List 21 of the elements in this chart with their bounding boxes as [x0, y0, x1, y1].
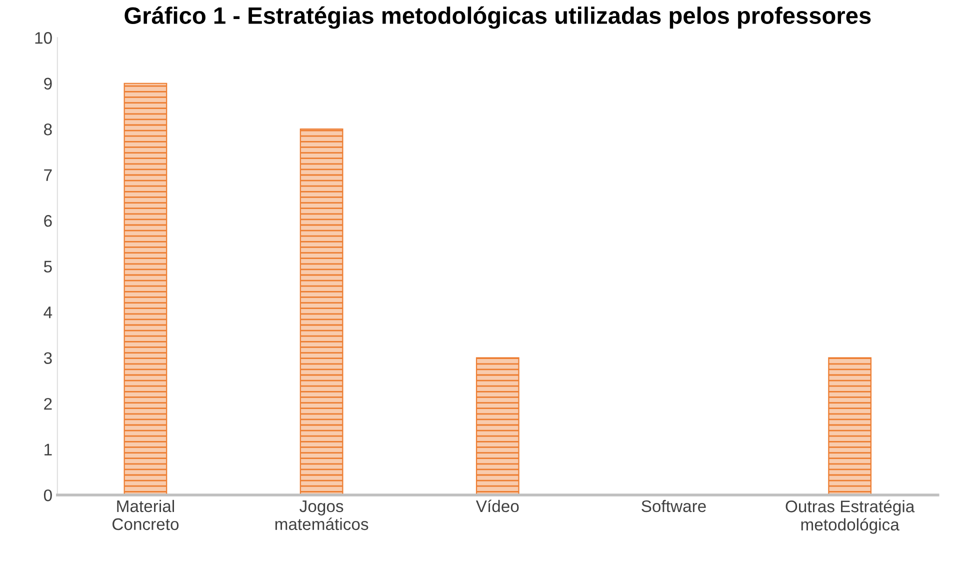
y-tick-label: 2: [44, 398, 52, 410]
x-tick-label: Jogos matemáticos: [275, 500, 368, 530]
bar: [124, 82, 168, 496]
y-tick-label: 4: [44, 306, 52, 318]
chart-title: Gráfico 1 - Estratégias metodológicas utilizadas pelos professores: [124, 6, 871, 29]
y-tick-label: 5: [44, 260, 52, 273]
y-tick-label: 8: [44, 124, 52, 136]
x-tick-label: Software: [642, 500, 706, 512]
y-tick-label: 3: [44, 352, 52, 364]
bar: [476, 357, 520, 496]
x-tick-label: Outras Estratégia metodológica: [786, 500, 915, 534]
x-tick-label: Material Concreto: [112, 500, 179, 530]
y-tick-label: 0: [44, 489, 52, 502]
x-tick-label: Vídeo: [476, 500, 519, 512]
y-tick-label: 10: [35, 32, 52, 44]
y-tick-label: 7: [44, 169, 52, 181]
bar: [300, 128, 344, 496]
y-tick-label: 9: [44, 78, 52, 90]
y-tick-label: 1: [44, 444, 52, 456]
bar: [828, 357, 872, 496]
y-tick-label: 6: [44, 215, 52, 227]
